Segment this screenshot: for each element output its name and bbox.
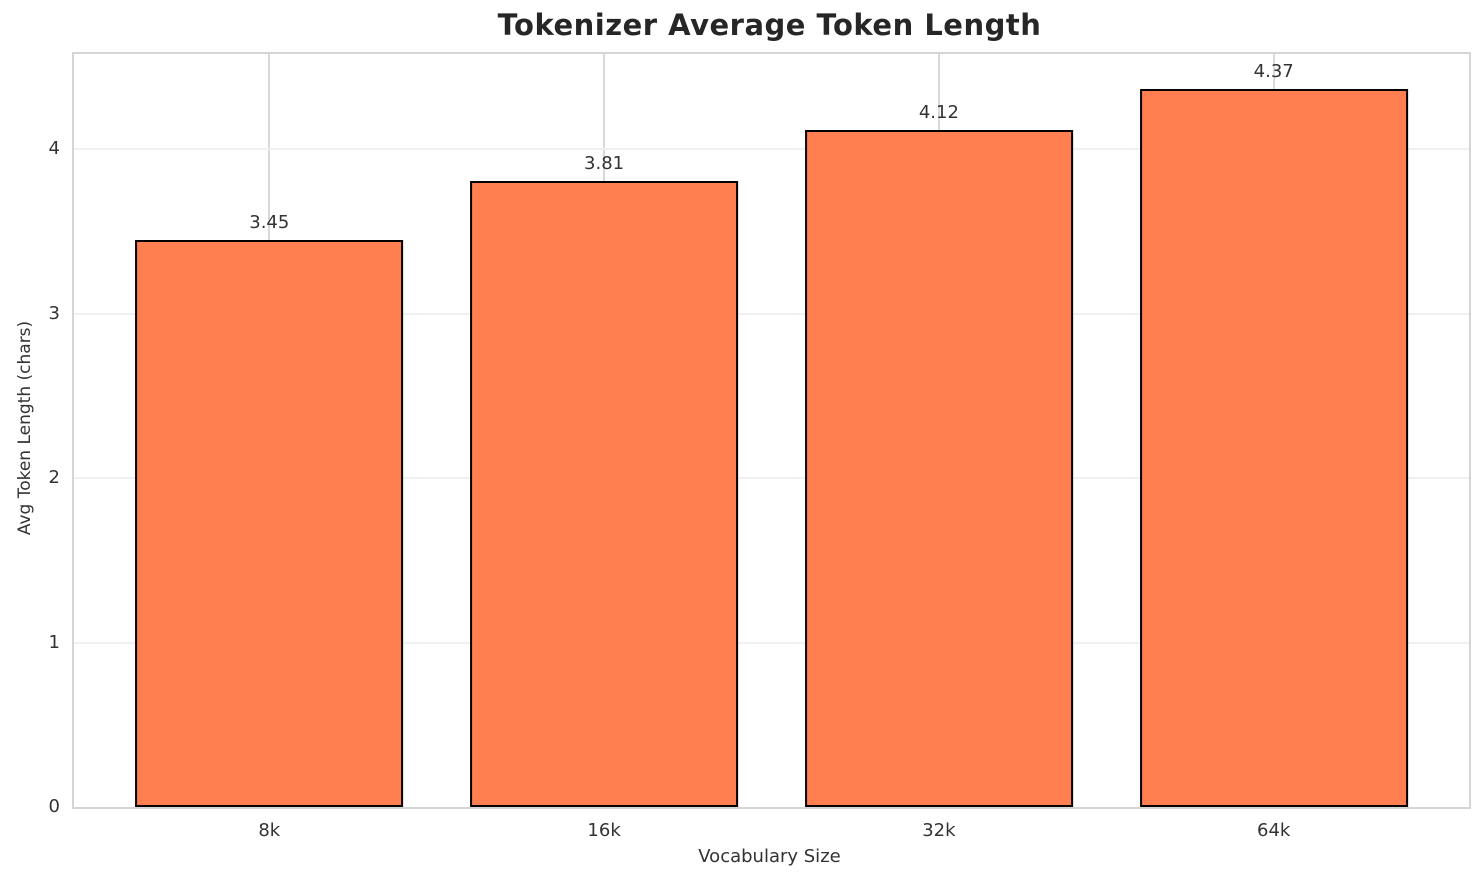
- bar-value-label-16k: 3.81: [584, 152, 625, 174]
- bar-64k: [1139, 88, 1408, 807]
- x-tick-label-32k: 32k: [922, 820, 956, 841]
- bar-8k: [135, 239, 404, 807]
- y-tick-label-0: 0: [48, 796, 60, 817]
- bar-value-label-8k: 3.45: [249, 211, 290, 233]
- h-gridline-1: [74, 641, 1469, 644]
- bar-value-label-32k: 4.12: [918, 101, 959, 123]
- bar-value-label-64k: 4.37: [1253, 60, 1294, 82]
- bar-16k: [470, 180, 739, 807]
- h-gridline-4: [74, 148, 1469, 151]
- x-tick-label-8k: 8k: [258, 820, 281, 841]
- chart-title: Tokenizer Average Token Length: [497, 8, 1042, 42]
- h-gridline-3: [74, 312, 1469, 315]
- bar-32k: [804, 129, 1073, 807]
- y-tick-label-3: 3: [48, 302, 60, 324]
- x-tick-label-64k: 64k: [1257, 820, 1291, 841]
- y-tick-label-1: 1: [48, 631, 60, 653]
- y-tick-label-4: 4: [48, 138, 60, 160]
- x-axis-label: Vocabulary Size: [698, 846, 841, 867]
- h-gridline-2: [74, 477, 1469, 480]
- y-axis-label: Avg Token Length (chars): [15, 320, 35, 536]
- x-tick-label-16k: 16k: [587, 820, 621, 841]
- plot-area: 0 1 2 3 4 3.45 8k 3.81 16k 4.12 32k 4.37 64k: [49, 52, 1471, 840]
- y-tick-label-2: 2: [48, 467, 60, 489]
